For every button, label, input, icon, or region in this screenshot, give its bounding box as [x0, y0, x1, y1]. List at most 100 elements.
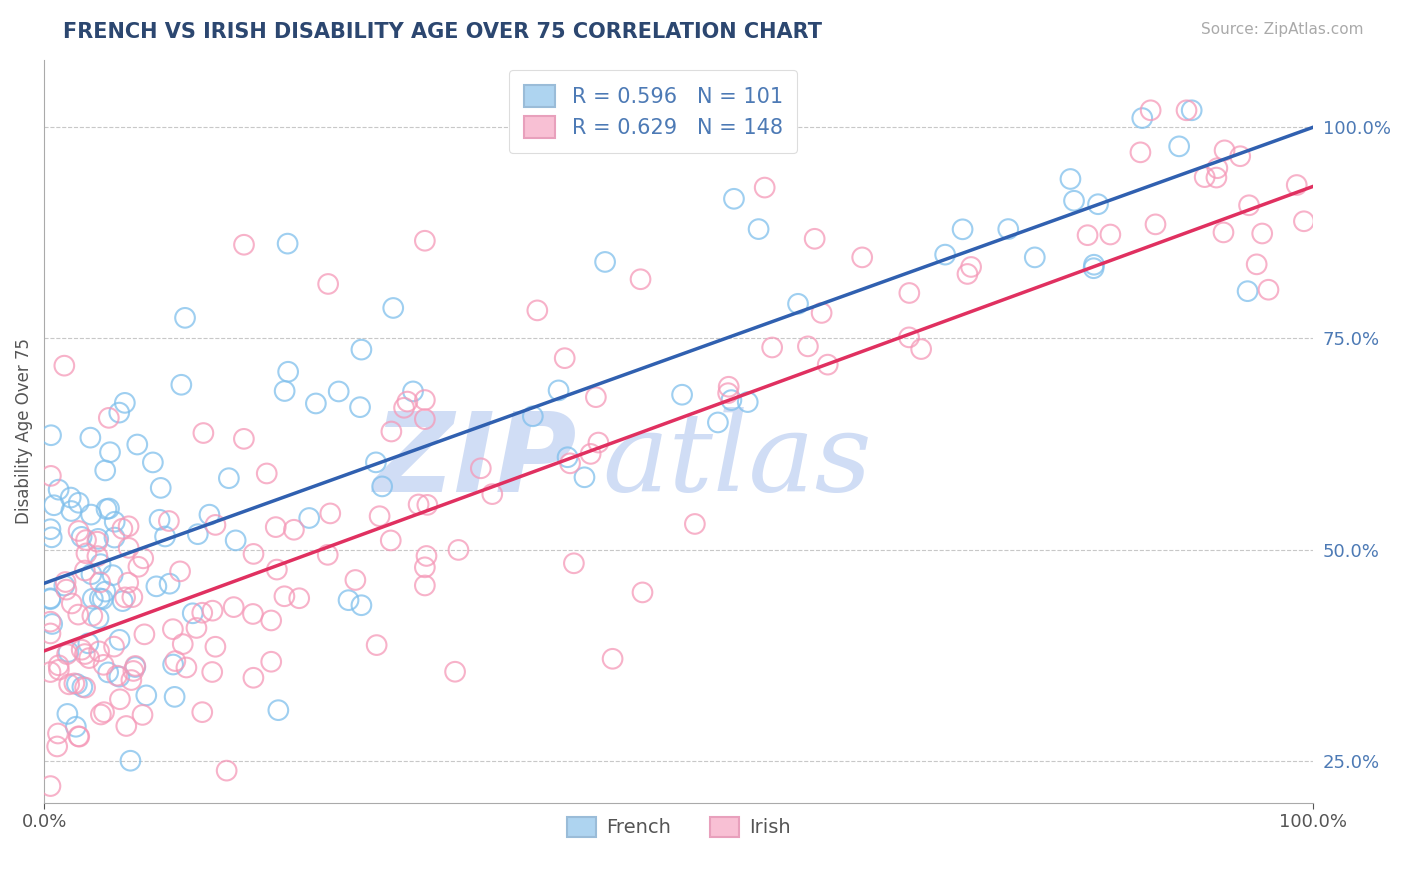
Point [93, 705, 115, 719]
Point [298, 511, 321, 525]
Point [67, 524, 90, 538]
Point [562, 556, 585, 570]
Point [87, 611, 110, 625]
Point [910, 342, 932, 356]
Point [131, 707, 153, 722]
Point [201, 665, 224, 679]
Point [204, 517, 226, 532]
Point [707, 416, 730, 430]
Point [67, 607, 90, 622]
Point [392, 401, 415, 415]
Point [103, 531, 125, 545]
Point [371, 479, 394, 493]
Point [72, 680, 94, 694]
Point [145, 579, 167, 593]
Point [55, 574, 77, 589]
Point [108, 692, 131, 706]
Point [67, 496, 90, 510]
Point [124, 659, 146, 673]
Text: Source: ZipAtlas.com: Source: ZipAtlas.com [1201, 22, 1364, 37]
Y-axis label: Disability Age Over 75: Disability Age Over 75 [15, 338, 32, 524]
Point [717, 386, 740, 401]
Point [416, 498, 439, 512]
Point [111, 594, 134, 608]
Point [668, 880, 690, 892]
Point [115, 719, 138, 733]
Point [630, 272, 652, 286]
Point [1205, 170, 1227, 185]
Point [1168, 139, 1191, 153]
Point [1194, 170, 1216, 185]
Point [447, 543, 470, 558]
Point [120, 754, 142, 768]
Point [368, 509, 391, 524]
Point [1229, 149, 1251, 163]
Point [181, 607, 204, 621]
Point [671, 388, 693, 402]
Point [39, 591, 62, 606]
Point [187, 527, 209, 541]
Point [720, 393, 742, 408]
Point [98, 445, 121, 459]
Point [75, 533, 97, 547]
Point [39, 779, 62, 793]
Point [134, 627, 156, 641]
Text: FRENCH VS IRISH DISABILITY AGE OVER 75 CORRELATION CHART: FRENCH VS IRISH DISABILITY AGE OVER 75 C… [63, 22, 823, 42]
Point [96, 502, 118, 516]
Point [94, 463, 117, 477]
Point [176, 660, 198, 674]
Point [225, 533, 247, 548]
Point [288, 591, 311, 606]
Point [124, 660, 146, 674]
Point [717, 380, 740, 394]
Point [602, 652, 624, 666]
Point [82, 608, 104, 623]
Point [127, 437, 149, 451]
Point [135, 689, 157, 703]
Point [204, 640, 226, 654]
Point [683, 516, 706, 531]
Point [233, 237, 256, 252]
Point [631, 585, 654, 599]
Point [58, 645, 80, 659]
Point [193, 425, 215, 440]
Point [172, 637, 194, 651]
Point [132, 551, 155, 566]
Point [1129, 145, 1152, 160]
Point [142, 455, 165, 469]
Point [997, 222, 1019, 236]
Point [558, 456, 581, 470]
Point [481, 487, 503, 501]
Point [1213, 144, 1236, 158]
Point [810, 306, 832, 320]
Point [153, 529, 176, 543]
Point [413, 412, 436, 426]
Point [593, 255, 616, 269]
Point [218, 471, 240, 485]
Point [364, 455, 387, 469]
Point [277, 365, 299, 379]
Point [127, 559, 149, 574]
Point [413, 234, 436, 248]
Point [554, 351, 576, 366]
Point [163, 690, 186, 704]
Point [75, 681, 97, 695]
Point [58, 677, 80, 691]
Point [215, 764, 238, 778]
Point [114, 396, 136, 410]
Point [191, 705, 214, 719]
Point [94, 584, 117, 599]
Point [114, 591, 136, 605]
Point [316, 548, 339, 562]
Point [273, 384, 295, 398]
Point [1236, 284, 1258, 298]
Point [104, 515, 127, 529]
Point [41, 530, 63, 544]
Point [256, 467, 278, 481]
Point [585, 390, 607, 404]
Point [1087, 197, 1109, 211]
Point [162, 622, 184, 636]
Point [67, 730, 90, 744]
Point [198, 508, 221, 522]
Point [242, 547, 264, 561]
